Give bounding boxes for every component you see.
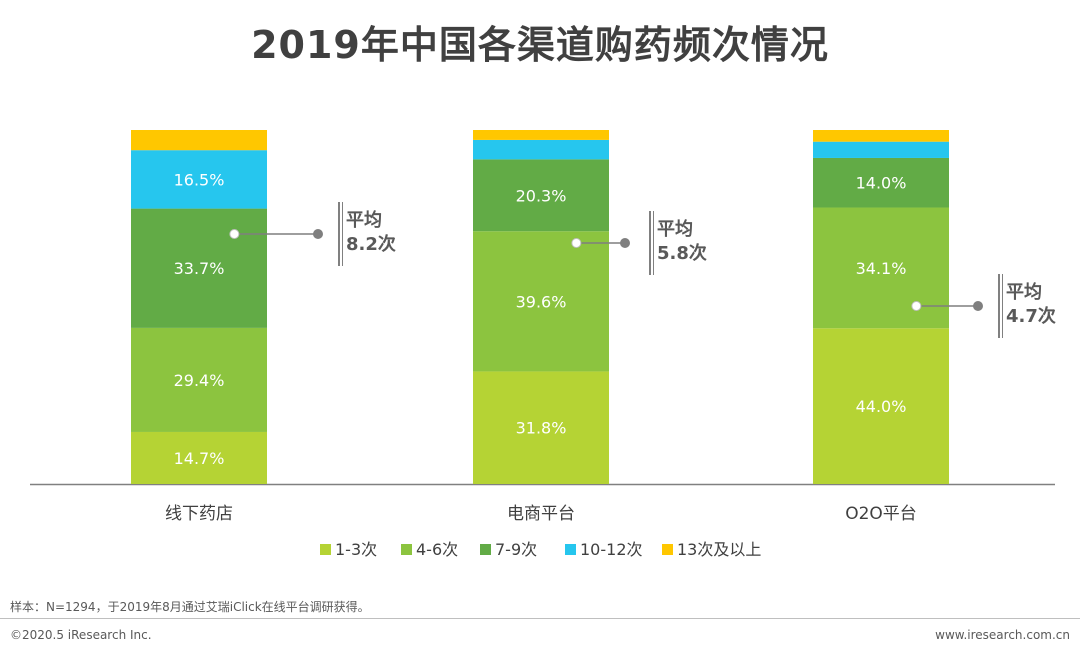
average-value: 5.8次 — [657, 242, 707, 264]
average-bracket-thin — [1002, 274, 1003, 338]
average-dot-outer — [313, 229, 323, 239]
legend-label: 13次及以上 — [677, 540, 761, 559]
average-value: 8.2次 — [346, 233, 396, 255]
bar-segment-1-7-9次 — [131, 208, 267, 328]
copyright-text: ©2020.5 iResearch Inc. — [10, 628, 152, 642]
bar-segment-2-13次及以上 — [473, 130, 609, 140]
legend-label: 7-9次 — [495, 540, 537, 559]
average-bracket — [998, 274, 1000, 338]
data-label: 31.8% — [516, 419, 567, 438]
legend-swatch-10-12次 — [565, 544, 576, 555]
legend-label: 1-3次 — [335, 540, 377, 559]
average-label: 平均 — [346, 209, 382, 231]
bar-segment-3-4-6次 — [813, 207, 949, 329]
source-note: 样本：N=1294，于2019年8月通过艾瑞iClick在线平台调研获得。 — [10, 600, 370, 614]
data-label: 16.5% — [174, 170, 225, 189]
bar-segment-2-4-6次 — [473, 231, 609, 372]
bar-segment-2-10-12次 — [473, 139, 609, 160]
average-bracket — [338, 202, 340, 266]
average-dot-inner — [911, 301, 922, 311]
average-bracket-thin — [653, 211, 654, 275]
bar-segment-3-10-12次 — [813, 141, 949, 158]
data-label: 29.4% — [174, 371, 225, 390]
legend-label: 4-6次 — [416, 540, 458, 559]
data-label: 14.0% — [856, 174, 907, 193]
average-bracket-thin — [342, 202, 343, 266]
data-label: 33.7% — [174, 259, 225, 278]
category-label: 电商平台 — [507, 504, 575, 524]
bar-segment-3-7-9次 — [813, 157, 949, 208]
data-label: 14.7% — [174, 449, 225, 468]
average-dot-outer — [620, 238, 630, 248]
bar-segment-2-1-3次 — [473, 371, 609, 484]
average-dot-outer — [973, 301, 983, 311]
chart-title: 2019年中国各渠道购药频次情况 — [251, 23, 829, 67]
data-label: 44.0% — [856, 397, 907, 416]
average-bracket — [649, 211, 651, 275]
website-text: www.iresearch.com.cn — [935, 628, 1070, 642]
bar-segment-1-1-3次 — [131, 431, 267, 484]
legend-swatch-1-3次 — [320, 544, 331, 555]
legend-swatch-13次及以上 — [662, 544, 673, 555]
category-label: 线下药店 — [165, 504, 233, 524]
footer-divider — [0, 618, 1080, 619]
data-label: 20.3% — [516, 186, 567, 205]
average-value: 4.7次 — [1006, 305, 1056, 327]
average-label: 平均 — [1006, 281, 1042, 303]
bar-segment-1-4-6次 — [131, 327, 267, 432]
legend-swatch-4-6次 — [401, 544, 412, 555]
average-dot-inner — [571, 238, 582, 248]
category-label: O2O平台 — [845, 504, 917, 524]
bar-segment-3-1-3次 — [813, 328, 949, 484]
bar-segment-1-10-12次 — [131, 150, 267, 209]
bar-segment-1-13次及以上 — [131, 130, 267, 151]
bar-segment-3-13次及以上 — [813, 130, 949, 142]
data-label: 39.6% — [516, 292, 567, 311]
average-label: 平均 — [657, 218, 693, 240]
data-label: 34.1% — [856, 259, 907, 278]
average-dot-inner — [229, 229, 240, 239]
bar-segment-2-7-9次 — [473, 159, 609, 232]
legend-label: 10-12次 — [580, 540, 643, 559]
legend-swatch-7-9次 — [480, 544, 491, 555]
stacked-bar-chart: 14.7%29.4%33.7%16.5%线下药店平均8.2次31.8%39.6%… — [30, 130, 1056, 559]
